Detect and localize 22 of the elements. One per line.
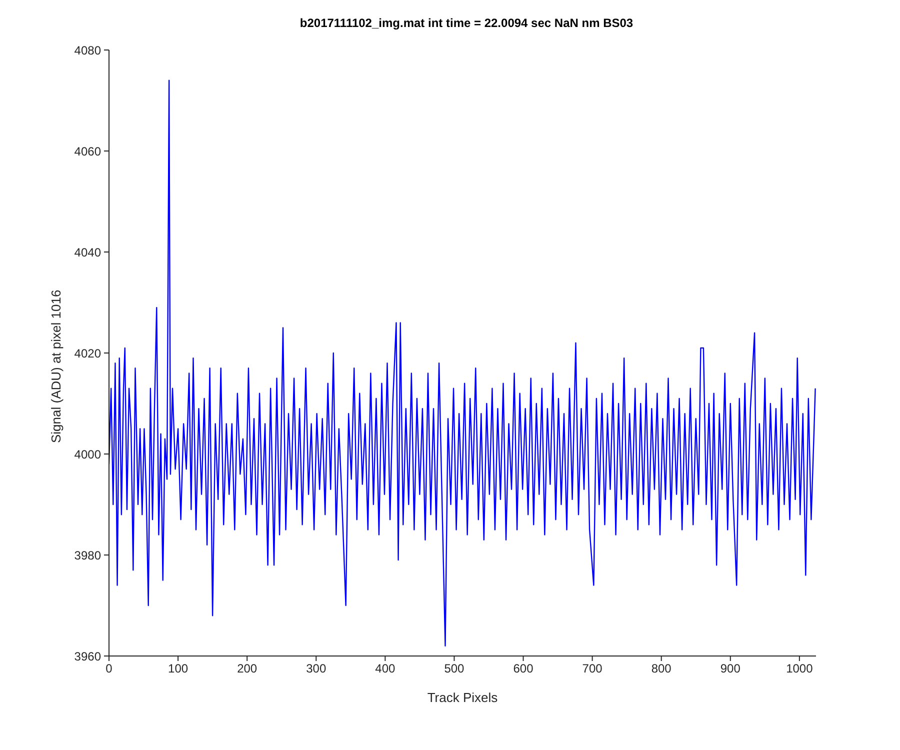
x-tick-label: 400: [375, 662, 396, 676]
x-tick-label: 100: [168, 662, 188, 676]
y-tick-label: 4060: [74, 144, 102, 158]
x-tick-label: 200: [237, 662, 258, 676]
y-tick-label: 4040: [74, 245, 102, 260]
x-tick-label: 1000: [786, 662, 814, 676]
y-tick-label: 3980: [74, 548, 102, 562]
y-tick-label: 4000: [74, 447, 102, 462]
y-tick-label: 4080: [74, 43, 102, 58]
y-axis-title: Signal (ADU) at pixel 1016: [48, 290, 64, 443]
x-tick-label: 600: [513, 662, 534, 676]
chart-title: b2017111102_img.mat int time = 22.0094 sec NaN nm BS03: [298, 16, 634, 30]
x-tick-label: 900: [720, 662, 741, 676]
x-tick-label: 700: [582, 662, 603, 676]
y-tick-label: 4020: [74, 346, 102, 360]
line-series: [109, 80, 816, 646]
x-tick-label: 800: [651, 662, 672, 676]
x-axis-title: Track Pixels: [427, 690, 498, 705]
x-tick-label: 300: [306, 662, 326, 676]
x-tick-label: 0: [106, 662, 113, 676]
y-tick-label: 3960: [74, 649, 102, 664]
x-tick-label: 500: [444, 662, 465, 676]
